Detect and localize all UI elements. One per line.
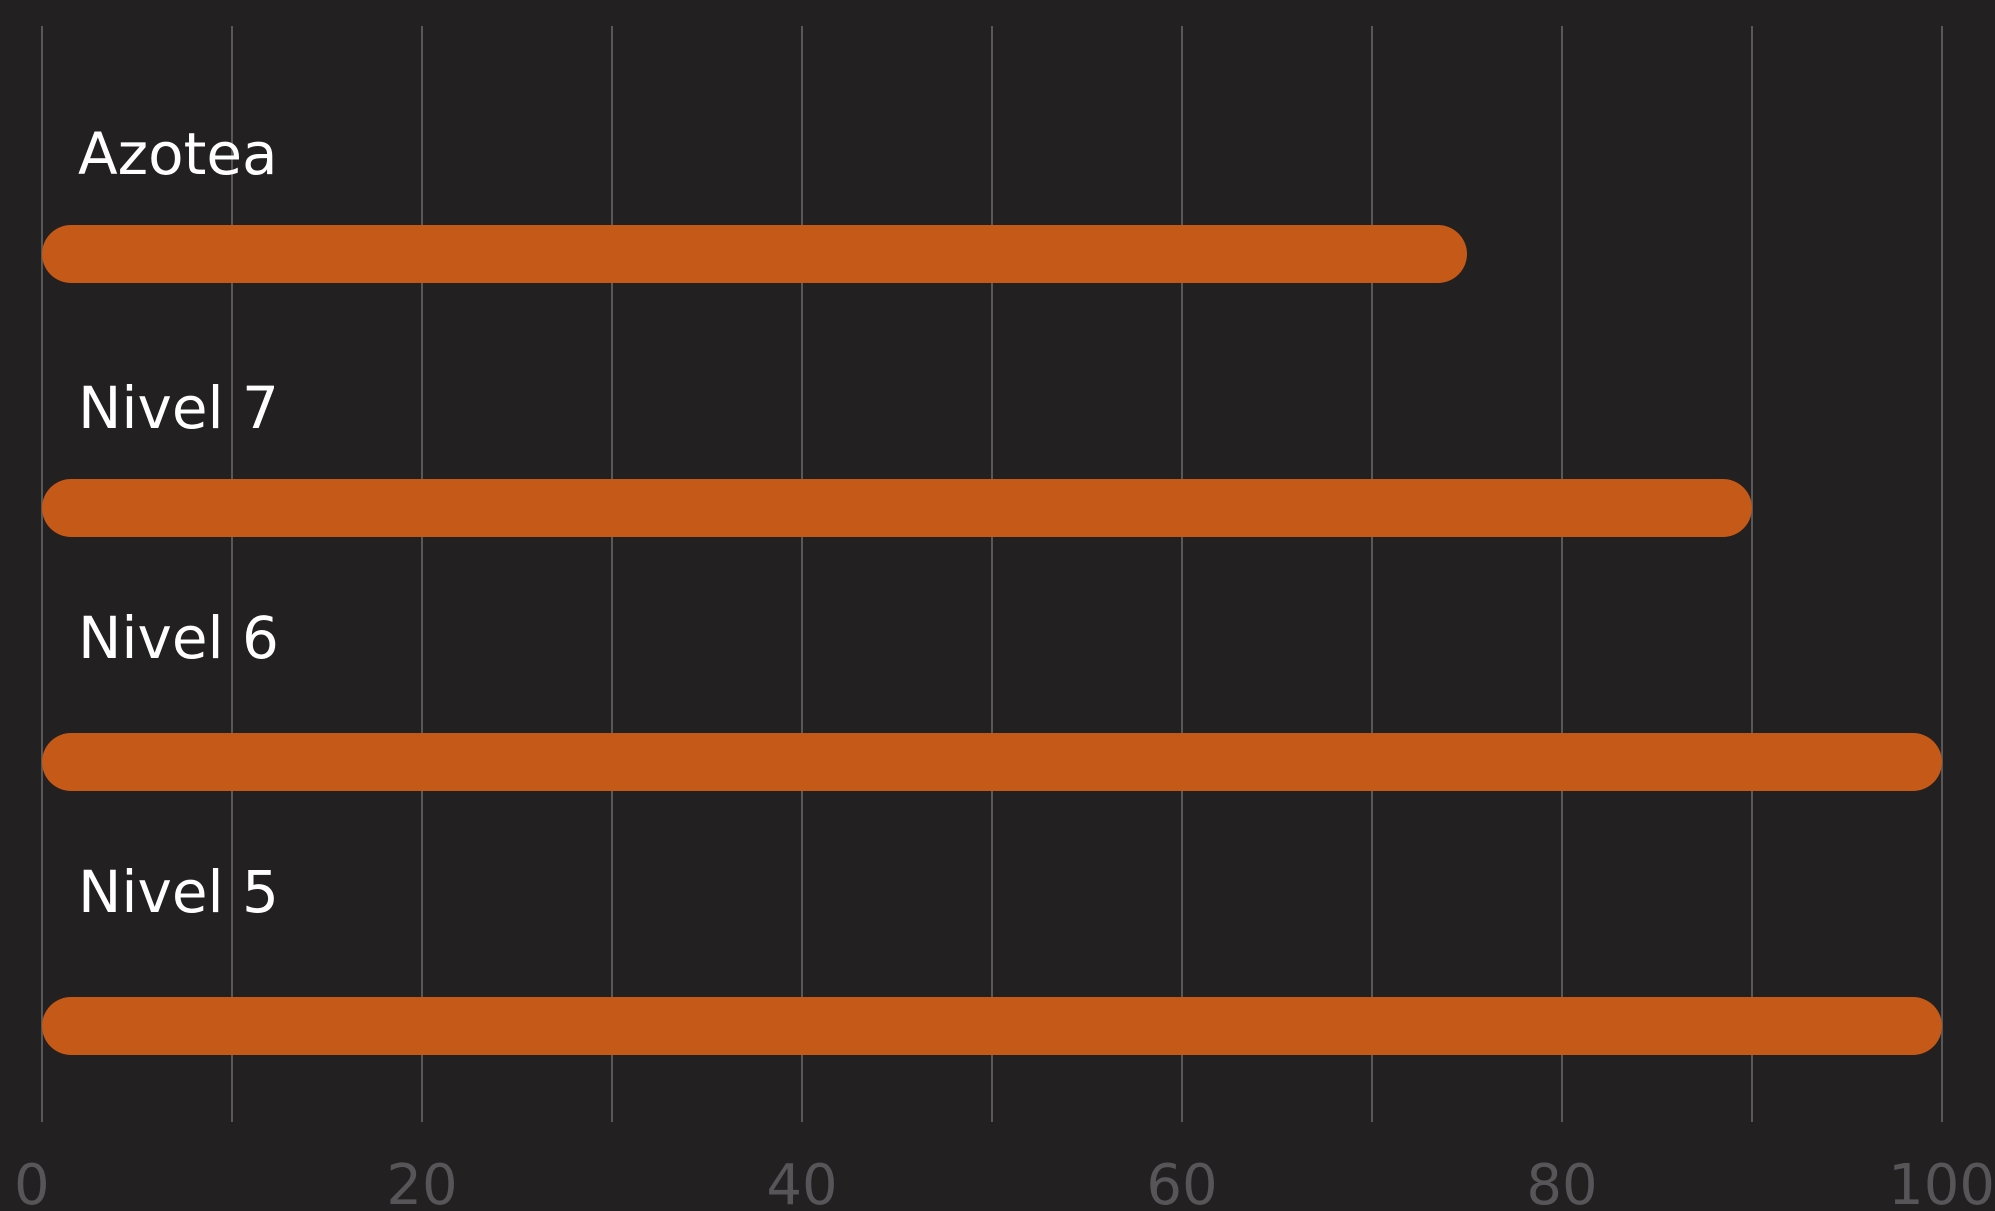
bar [42,479,1752,537]
bar [42,733,1942,791]
x-axis-ticks: 0 20 40 60 80 100 [14,1153,1995,1211]
category-label: Nivel 5 [78,858,279,926]
bar [42,225,1467,283]
bar [42,997,1942,1055]
bar-layer [42,225,1942,1055]
category-label-layer: Azotea Nivel 7 Nivel 6 Nivel 5 [78,120,279,926]
x-tick-label: 40 [766,1153,837,1211]
x-tick-label: 60 [1146,1153,1217,1211]
x-tick-label: 80 [1526,1153,1597,1211]
x-tick-label: 0 [14,1153,50,1211]
x-tick-label: 20 [386,1153,457,1211]
x-tick-label: 100 [1888,1153,1995,1211]
category-label: Nivel 6 [78,604,279,672]
category-label: Azotea [78,120,278,188]
grid-layer [41,26,1943,1122]
category-label: Nivel 7 [78,374,279,442]
